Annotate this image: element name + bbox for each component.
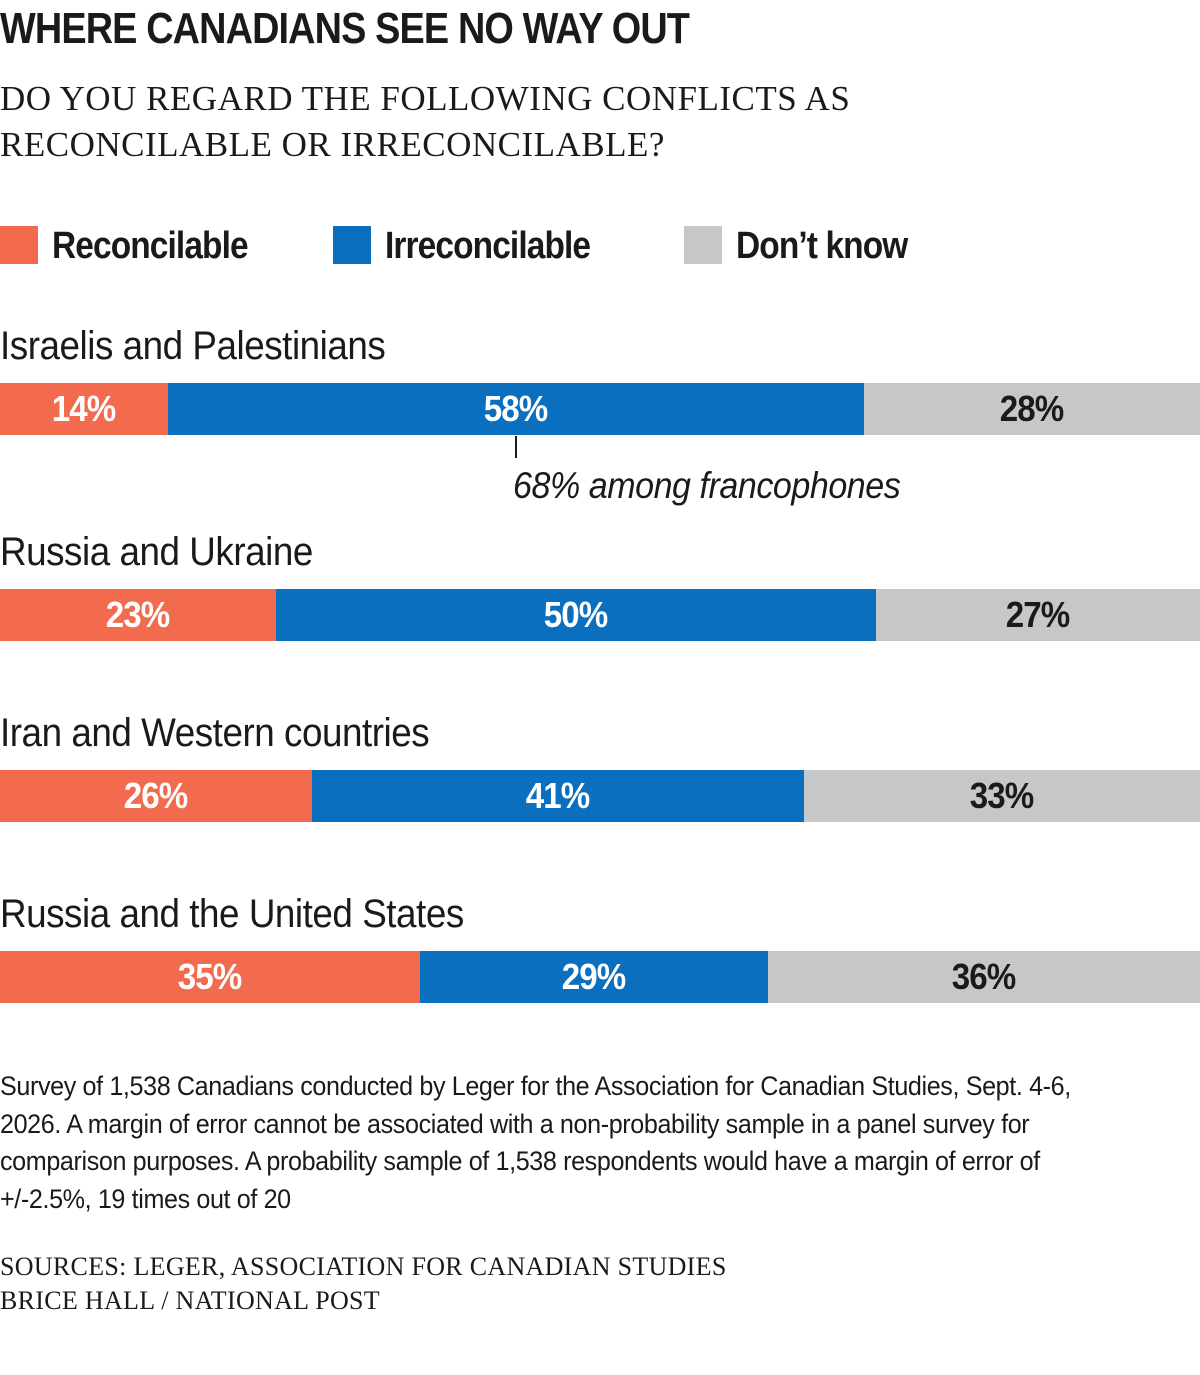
data-label: 27% [1006, 594, 1070, 635]
segment-irreconcilable: 58% [168, 383, 864, 435]
data-label: 29% [562, 956, 626, 997]
bar-row: 14% 58% 28% [0, 383, 1200, 435]
survey-note: Survey of 1,538 Canadians conducted by L… [0, 1071, 1071, 1214]
segment-irreconcilable: 29% [420, 951, 768, 1003]
annotation-tick [515, 436, 517, 458]
category-label: Iran and Western countries [0, 711, 430, 755]
sources-line: SOURCES: LEGER, ASSOCIATION FOR CANADIAN… [0, 1252, 727, 1281]
segment-reconcilable: 23% [0, 589, 276, 641]
data-label: 58% [484, 388, 548, 429]
segment-reconcilable: 26% [0, 770, 312, 822]
legend-label-irreconcilable: Irreconcilable [385, 225, 591, 267]
segment-reconcilable: 14% [0, 383, 168, 435]
segment-irreconcilable: 50% [276, 589, 876, 641]
data-label: 26% [124, 775, 188, 816]
credit-line: BRICE HALL / NATIONAL POST [0, 1286, 380, 1315]
legend-swatch-irreconcilable [333, 226, 371, 264]
bar-row: 35% 29% 36% [0, 951, 1200, 1003]
data-label: 33% [970, 775, 1034, 816]
data-label: 41% [526, 775, 590, 816]
category-label: Russia and Ukraine [0, 530, 313, 574]
legend-swatch-dont-know [684, 226, 722, 264]
category-label: Israelis and Palestinians [0, 324, 386, 368]
chart-subtitle: DO YOU REGARD THE FOLLOWING CONFLICTS AS… [0, 79, 851, 164]
data-label: 36% [952, 956, 1016, 997]
segment-dont-know: 27% [876, 589, 1200, 641]
data-label: 23% [106, 594, 170, 635]
data-label: 14% [52, 388, 116, 429]
bar-row: 26% 41% 33% [0, 770, 1200, 822]
sources-block: SOURCES: LEGER, ASSOCIATION FOR CANADIAN… [0, 1250, 727, 1318]
data-label: 35% [178, 956, 242, 997]
segment-reconcilable: 35% [0, 951, 420, 1003]
legend-label-dont-know: Don’t know [736, 225, 908, 267]
category-label: Russia and the United States [0, 892, 464, 936]
legend-label-reconcilable: Reconcilable [52, 225, 249, 267]
segment-irreconcilable: 41% [312, 770, 804, 822]
chart-title: WHERE CANADIANS SEE NO WAY OUT [0, 4, 690, 53]
legend-swatch-reconcilable [0, 226, 38, 264]
data-label: 28% [1000, 388, 1064, 429]
data-label: 50% [544, 594, 608, 635]
segment-dont-know: 36% [768, 951, 1200, 1003]
annotation-francophones: 68% among francophones [513, 465, 901, 506]
bar-row: 23% 50% 27% [0, 589, 1200, 641]
segment-dont-know: 28% [864, 383, 1200, 435]
segment-dont-know: 33% [804, 770, 1200, 822]
